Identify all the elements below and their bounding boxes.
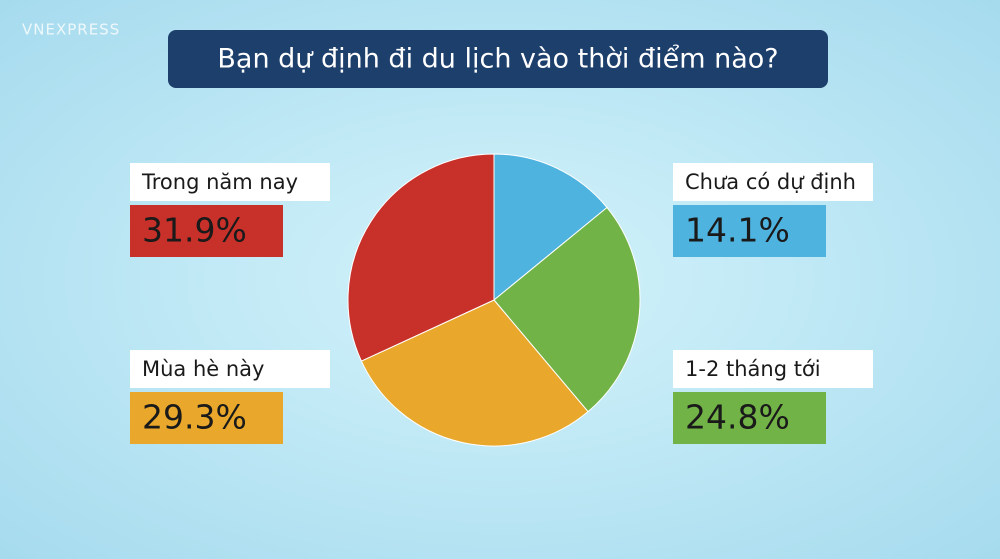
pie-slice	[347, 153, 495, 362]
legend-label: 1-2 tháng tới	[685, 357, 821, 381]
legend-label: Mùa hè này	[142, 357, 264, 381]
value-label: 24.8%	[685, 398, 790, 437]
legend-label-box	[673, 163, 873, 201]
value-label: 29.3%	[142, 398, 247, 437]
title-box	[168, 30, 828, 88]
pie-slice	[493, 206, 641, 413]
value-label: 31.9%	[142, 211, 247, 250]
legend-label: Chưa có dự định	[685, 170, 856, 194]
value-box	[130, 205, 283, 257]
pie-slice	[493, 153, 608, 302]
legend-label: Trong năm nay	[141, 170, 298, 194]
chart-title: Bạn dự định đi du lịch vào thời điểm nào…	[217, 44, 778, 75]
value-box	[673, 392, 826, 444]
value-label: 14.1%	[685, 211, 790, 250]
logo: VNEXPRESS	[22, 21, 120, 39]
legend-label-box	[673, 350, 873, 388]
pie-slice	[360, 299, 589, 447]
value-box	[673, 205, 826, 257]
legend-label-box	[130, 350, 330, 388]
legend-label-box	[130, 163, 330, 201]
value-box	[130, 392, 283, 444]
